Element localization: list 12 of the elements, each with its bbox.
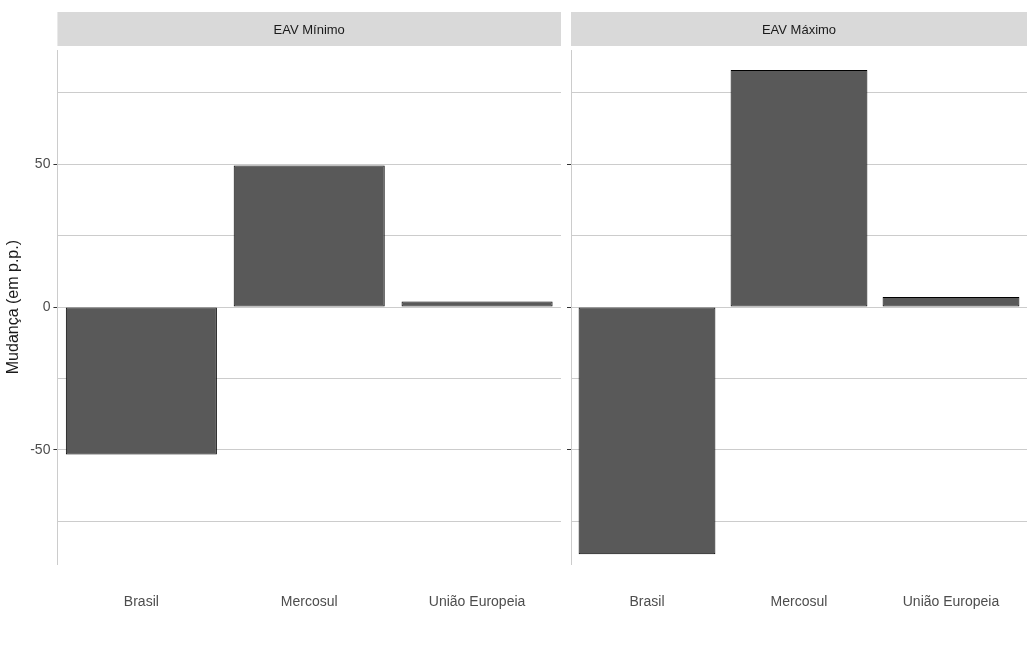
x-tick-label: União Europeia xyxy=(428,593,526,610)
y-tick-label: 50 xyxy=(34,155,51,172)
x-tick-label: Brasil xyxy=(123,593,159,610)
y-axis-title: Mudança (em p.p.) xyxy=(4,239,22,375)
x-tick-label: Mercosul xyxy=(770,593,828,610)
chart-title: EAV Máximo xyxy=(761,21,837,37)
chart-title: EAV Mínimo xyxy=(273,21,345,37)
x-tick-label: União Europeia xyxy=(902,593,1000,610)
x-tick-label: Brasil xyxy=(629,593,665,610)
y-tick-label: 0 xyxy=(42,297,51,314)
y-tick-label: -50 xyxy=(30,440,51,457)
x-tick-label: Mercosul xyxy=(280,593,338,610)
